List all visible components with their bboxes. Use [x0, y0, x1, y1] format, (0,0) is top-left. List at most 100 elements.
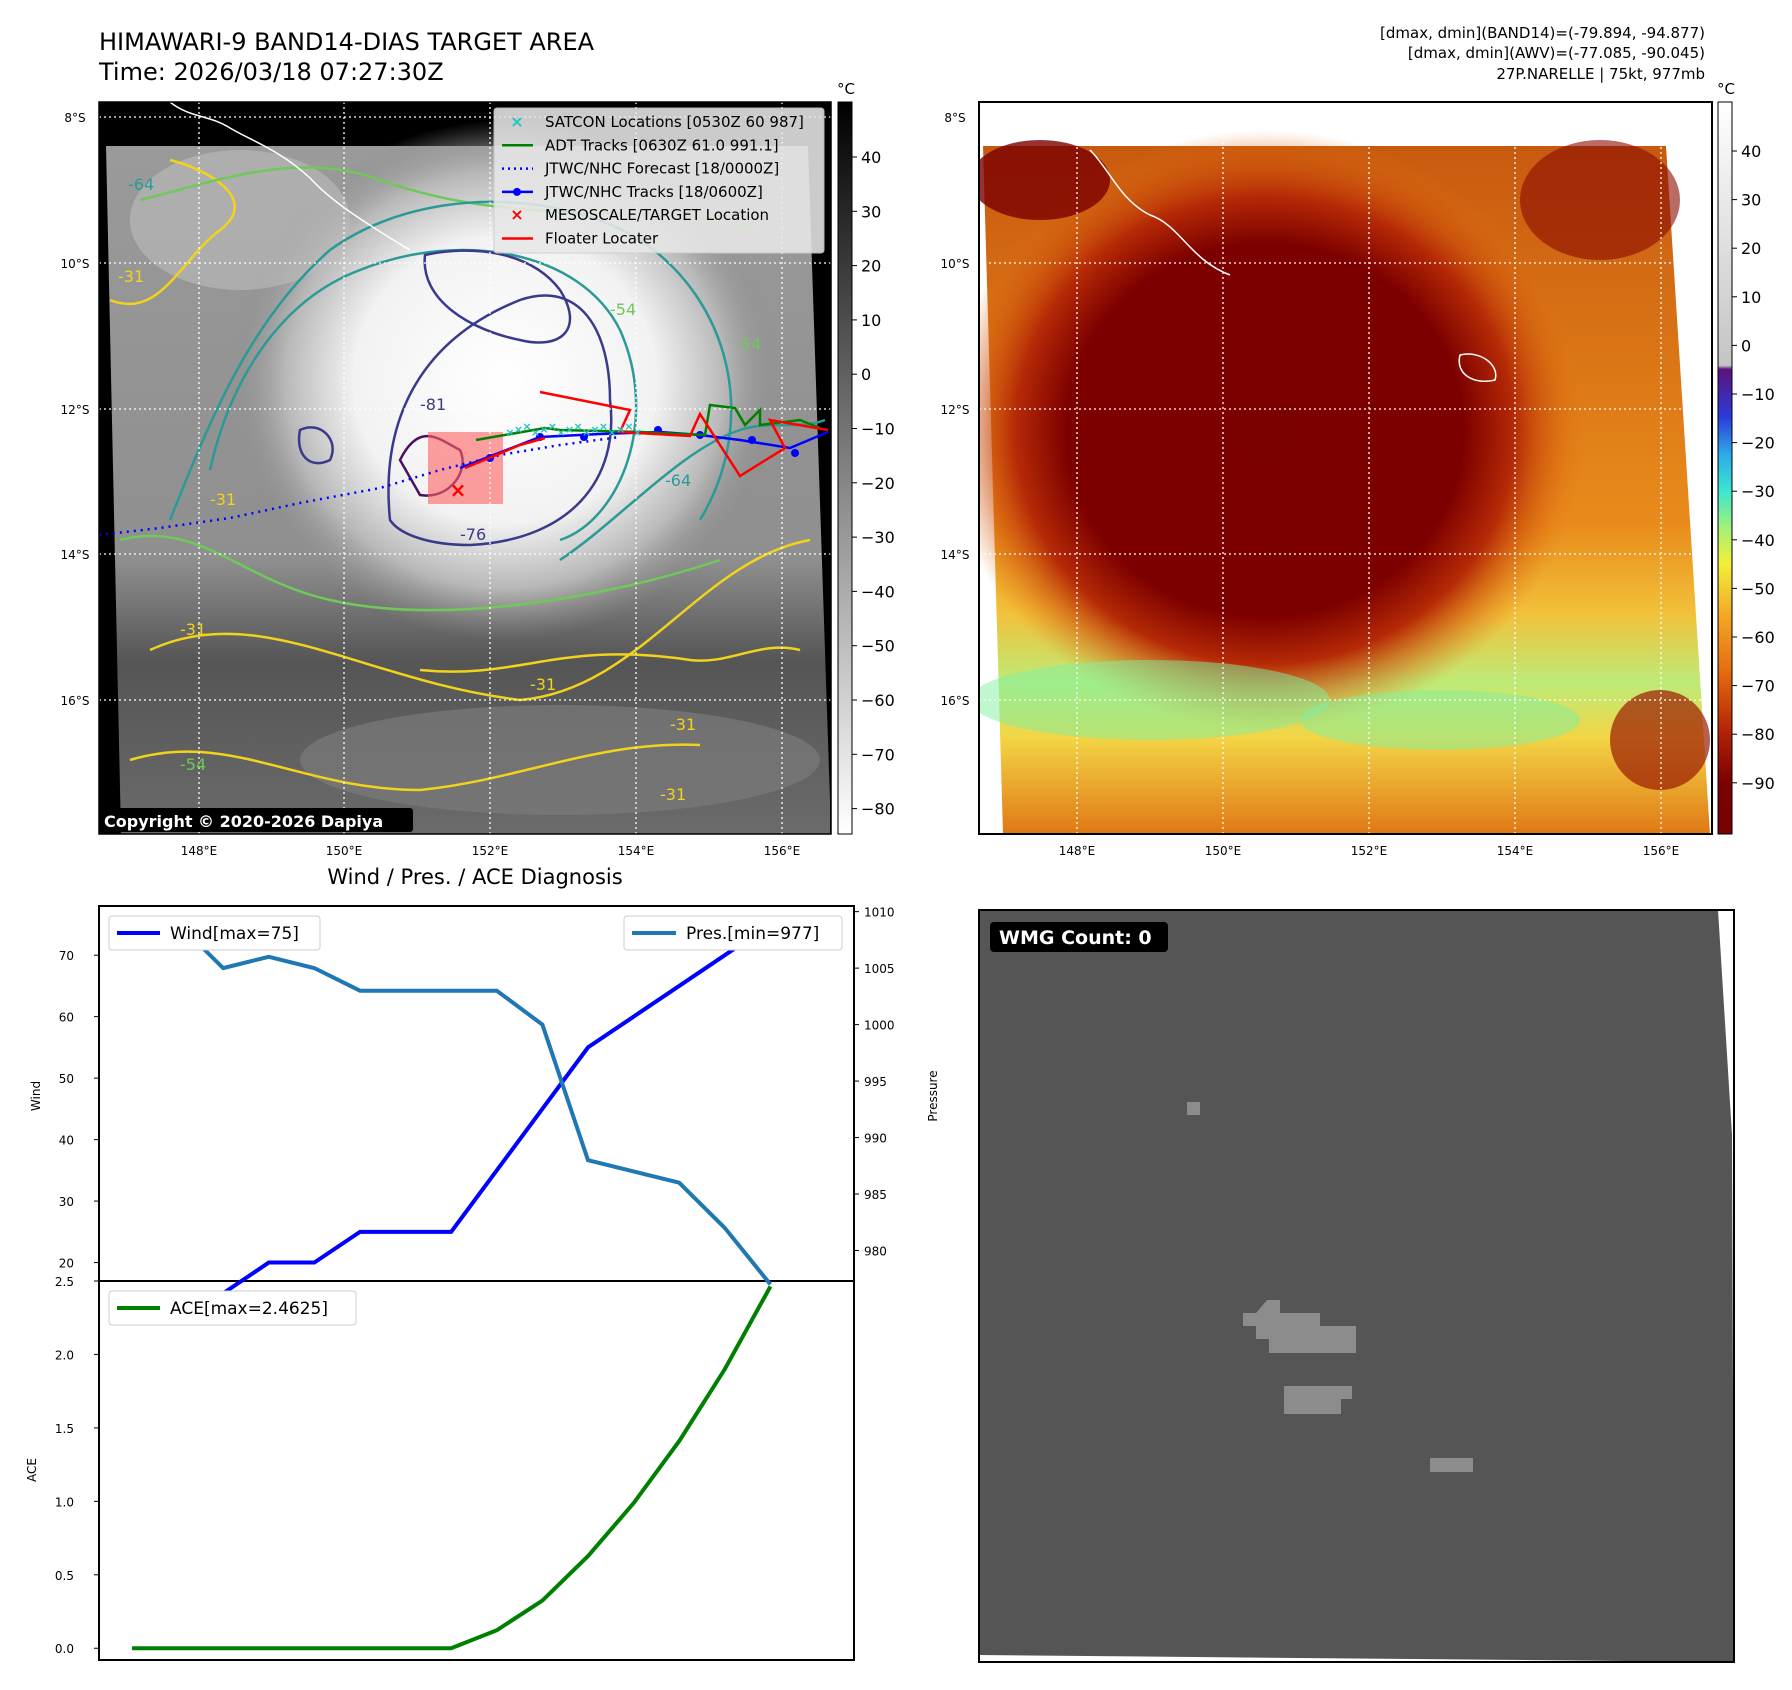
colorbar-tick-label: −60 — [861, 691, 895, 710]
satcon-location: × — [522, 420, 531, 433]
contour-label: -64 — [665, 471, 691, 490]
contour-label: -31 — [180, 620, 206, 639]
lon-label-left: 152°E — [472, 844, 509, 858]
coastline — [1089, 149, 1231, 276]
wind-legend-box — [108, 915, 321, 951]
colorbar-tick-label: 0 — [861, 365, 871, 384]
satcon-location: × — [556, 426, 565, 439]
ace-frame — [98, 1280, 855, 1661]
legend-label: MESOSCALE/TARGET Location — [545, 206, 769, 224]
lon-label-left: 154°E — [618, 844, 655, 858]
contour-label: -31 — [670, 715, 696, 734]
lat-label-right: 16°S — [941, 694, 970, 708]
wind-axis-label: Wind — [29, 1081, 43, 1111]
wmg-count-label: WMG Count: 0 — [999, 927, 1152, 949]
floater-locater-line — [539, 390, 829, 478]
adt-track-line — [475, 403, 821, 442]
wmg-cell — [1430, 1458, 1473, 1472]
wmg-cell — [1187, 1102, 1200, 1115]
lon-label-right: 154°E — [1497, 844, 1534, 858]
lon-label-right: 156°E — [1643, 844, 1680, 858]
enhanced-map-frame — [978, 101, 1713, 835]
lon-label-left: 150°E — [326, 844, 363, 858]
colorbar-tick-label: 40 — [1741, 142, 1761, 161]
wind-tick-label: 30 — [59, 1195, 74, 1209]
colorbar-tick-label: 30 — [861, 202, 881, 221]
wind-tick-label: 70 — [59, 949, 74, 963]
colorbar-tick-label: −60 — [1741, 628, 1775, 647]
satcon-location: × — [505, 426, 514, 439]
enhanced-map-panel — [979, 102, 1712, 834]
satcon-location: × — [531, 426, 540, 439]
ace-tick-label: 2.0 — [55, 1348, 74, 1362]
contour-label: -54 — [180, 755, 206, 774]
contour-label: -64 — [128, 175, 154, 194]
contour-label: -76 — [460, 525, 486, 544]
contour-label: -31 — [118, 267, 144, 286]
lat-label-right: 14°S — [941, 548, 970, 562]
stat-band14: [dmax, dmin](BAND14)=(-79.894, -94.877) — [1380, 24, 1705, 42]
satcon-location: × — [590, 423, 599, 436]
pressure-tick-label: 985 — [864, 1188, 887, 1202]
map-axis-labels: 8°S 8°S 10°S 10°S 12°S 12°S 14°S 14°S 16°S 16°S 14… — [61, 111, 1680, 858]
satcon-location: × — [624, 420, 633, 433]
ace-axis-label: ACE — [25, 1458, 39, 1482]
ir-map-frame — [98, 101, 832, 835]
colorbar-tick-label: 40 — [861, 148, 881, 167]
wind-tick-label: 20 — [59, 1257, 74, 1271]
colorbar-unit-left: °C — [837, 80, 855, 98]
colorbar-tick-label: 30 — [1741, 191, 1761, 210]
colorbar-ticks: 40 30 20 10 0 −10 −20 −30 −40 −50 −60 −70 −80 40 30 20 1… — [852, 142, 1775, 819]
colorbar-tick-label: −40 — [1741, 531, 1775, 550]
stat-awv: [dmax, dmin](AWV)=(-77.085, -90.045) — [1408, 44, 1705, 62]
colorbar-tick-label: 10 — [1741, 288, 1761, 307]
gray-colorbar — [837, 101, 853, 835]
floater-locater-line — [464, 436, 546, 470]
legend-label: Floater Locater — [545, 230, 659, 248]
colorbar-tick-label: −70 — [861, 745, 895, 764]
pressure-tick-label: 1005 — [864, 962, 895, 976]
lon-label-right: 152°E — [1351, 844, 1388, 858]
copyright-box — [99, 808, 413, 832]
contour-label: -54 — [610, 300, 636, 319]
legend-label: JTWC/NHC Tracks [18/0600Z] — [544, 183, 763, 201]
lat-label-left: 12°S — [61, 403, 90, 417]
satcon-location: × — [616, 423, 625, 436]
legend-marker: × — [510, 112, 523, 131]
pressure-tick-label: 995 — [864, 1075, 887, 1089]
legend-label: JTWC/NHC Forecast [18/0000Z] — [544, 160, 779, 178]
colorbar-tick-label: −80 — [861, 800, 895, 819]
wind-legend-label: Wind[max=75] — [170, 924, 299, 944]
contour-label: -31 — [530, 675, 556, 694]
contour-label: -54 — [735, 335, 761, 354]
diagnosis-plot: 20 30 40 50 60 70 980 985 990 995 1000 1005 1010 Wind… — [55, 906, 895, 1657]
ace-tick-label: 1.5 — [55, 1422, 74, 1436]
wind-series-line — [132, 922, 772, 1296]
wmg-panel: WMG Count: 0 — [978, 909, 1735, 1663]
contour-label: -31 — [210, 490, 236, 509]
figure-time: Time: 2026/03/18 07:27:30Z — [98, 58, 444, 86]
wind-pressure-frame — [98, 905, 855, 1282]
satcon-location: × — [582, 426, 591, 439]
wmg-count-box — [990, 922, 1168, 952]
lat-label-left: 16°S — [61, 694, 90, 708]
lat-label-left: 14°S — [61, 548, 90, 562]
ace-tick-label: 2.5 — [55, 1275, 74, 1289]
pressure-tick-label: 1010 — [864, 906, 895, 920]
target-location-marker: × — [450, 478, 467, 502]
colorbar-tick-label: 20 — [861, 257, 881, 276]
color-colorbar — [1717, 101, 1733, 835]
wmg-cell — [1284, 1386, 1341, 1414]
colorbar-tick-label: −90 — [1741, 774, 1775, 793]
ace-legend-label: ACE[max=2.4625] — [170, 1299, 328, 1319]
colorbar-tick-label: 20 — [1741, 239, 1761, 258]
colorbar-tick-label: −10 — [1741, 385, 1775, 404]
diagnosis-title: Wind / Pres. / ACE Diagnosis — [327, 865, 622, 889]
ace-tick-label: 1.0 — [55, 1495, 74, 1509]
ace-series-line — [132, 1285, 773, 1651]
ace-tick-label: 0.0 — [55, 1642, 74, 1656]
jtwc-track-point — [791, 449, 799, 457]
pressure-tick-label: 990 — [864, 1132, 887, 1146]
satcon-location: × — [539, 423, 548, 436]
